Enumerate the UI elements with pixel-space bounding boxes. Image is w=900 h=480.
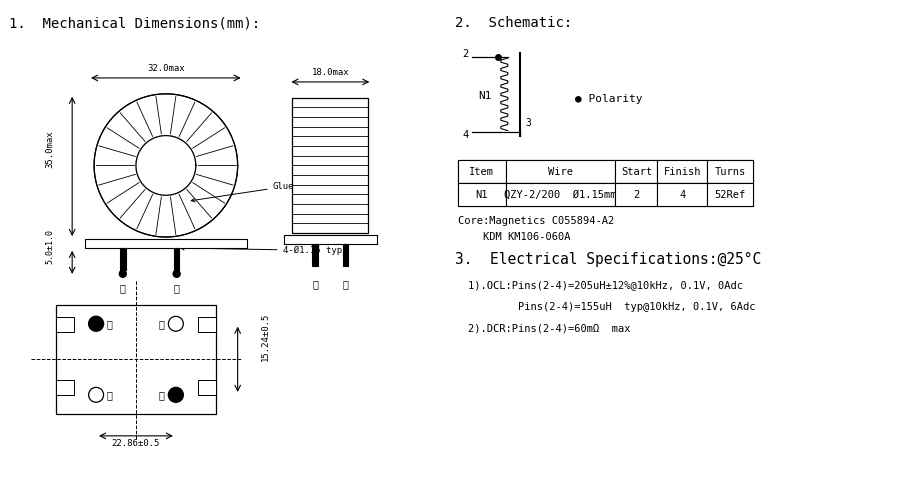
Text: ①: ① [120,283,126,293]
Text: Finish: Finish [663,167,701,177]
Text: Wire: Wire [548,167,573,177]
Circle shape [88,387,104,402]
Text: ②: ② [174,283,180,293]
Text: Start: Start [621,167,652,177]
Text: 32.0max: 32.0max [147,64,184,73]
Bar [56,380,74,395]
Text: KDM KM106-060A: KDM KM106-060A [458,232,571,242]
Text: 1.  Mechanical Dimensions(mm):: 1. Mechanical Dimensions(mm): [9,16,261,30]
Bar [174,248,179,270]
Text: 2.  Schematic:: 2. Schematic: [455,16,572,30]
Bar [86,239,247,248]
Text: 1).OCL:Pins(2-4)=205uH±12%@10kHz, 0.1V, 0Adc: 1).OCL:Pins(2-4)=205uH±12%@10kHz, 0.1V, … [468,280,742,290]
Bar [707,183,753,206]
Text: 2: 2 [634,190,640,200]
Text: ①: ① [106,319,112,329]
Text: 18.0max: 18.0max [311,68,349,77]
Circle shape [88,316,104,331]
Text: 4: 4 [462,130,468,140]
Text: ①: ① [343,279,348,289]
Circle shape [120,270,126,277]
Text: 35.0max: 35.0max [46,131,55,168]
Bar [56,317,74,332]
Text: ④: ④ [106,390,112,400]
Bar [707,160,753,183]
Bar [458,183,506,206]
Bar [657,160,707,183]
Bar [458,160,753,183]
Bar [657,183,707,206]
Text: 15.24±0.5: 15.24±0.5 [261,313,270,361]
Bar [343,244,348,266]
Text: 5.0±1.0: 5.0±1.0 [46,229,55,264]
Bar [120,248,126,270]
Text: N1: N1 [476,190,488,200]
Text: 3.  Electrical Specifications:@25°C: 3. Electrical Specifications:@25°C [455,252,761,267]
Text: Core:Magnetics C055894-A2: Core:Magnetics C055894-A2 [458,216,614,226]
Bar [506,160,616,183]
Text: 4: 4 [680,190,686,200]
Text: 2).DCR:Pins(2-4)=60mΩ  max: 2).DCR:Pins(2-4)=60mΩ max [468,324,630,334]
Text: ③: ③ [158,390,164,400]
Bar [284,235,377,244]
Text: 2: 2 [462,49,468,59]
Bar [506,183,616,206]
Bar [616,183,657,206]
Text: ● Polarity: ● Polarity [574,94,642,104]
Text: Item: Item [470,167,494,177]
Bar [198,317,216,332]
Bar [56,305,216,414]
Circle shape [168,316,184,331]
Text: Glue: Glue [191,182,294,202]
Text: 52Ref: 52Ref [715,190,746,200]
Text: ④: ④ [312,279,319,289]
Circle shape [168,387,184,402]
Text: 3: 3 [526,118,532,128]
Bar [312,244,318,266]
Bar [458,183,753,206]
Bar [458,160,506,183]
Text: 4-Ø1.15 typ: 4-Ø1.15 typ [181,246,342,255]
Text: ②: ② [158,319,164,329]
Bar [616,160,657,183]
Text: 22.86±0.5: 22.86±0.5 [112,439,160,448]
Text: QZY-2/200  Ø1.15mm: QZY-2/200 Ø1.15mm [504,190,616,200]
Bar [198,380,216,395]
Text: N1: N1 [478,91,491,101]
Text: Turns: Turns [715,167,746,177]
Bar [292,98,368,233]
Circle shape [173,270,180,277]
Circle shape [136,136,196,195]
Text: Pins(2-4)=155uH  typ@10kHz, 0.1V, 6Adc: Pins(2-4)=155uH typ@10kHz, 0.1V, 6Adc [468,301,755,312]
